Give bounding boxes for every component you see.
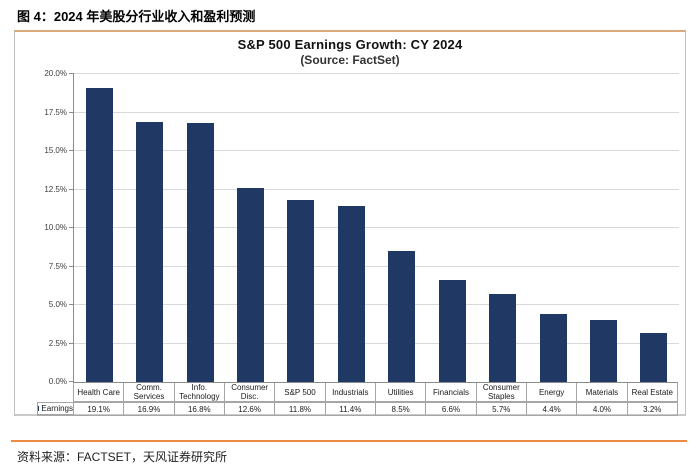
gridline (74, 304, 679, 305)
earnings-bar (489, 294, 517, 382)
category-label-cell: S&P 500 (274, 383, 324, 401)
category-label-cell: Comm. Services (123, 383, 173, 401)
gridline (74, 188, 679, 190)
earnings-value-cell: 19.1% (73, 402, 124, 415)
y-axis-tick-mark (69, 111, 74, 113)
legend-earnings-swatch-icon (38, 406, 40, 411)
category-label-cell: Financials (425, 383, 475, 401)
bar-column (528, 74, 578, 382)
category-label-cell: Utilities (374, 383, 425, 401)
chart-container: S&P 500 Earnings Growth: CY 2024 (Source… (14, 30, 686, 416)
bar-column (326, 74, 376, 382)
earnings-value-cell: 5.7% (475, 402, 526, 415)
y-axis-tick-mark (69, 381, 74, 382)
earnings-value-cell: 11.8% (274, 402, 325, 415)
earnings-bar (287, 200, 315, 382)
category-label-cell: Energy (525, 383, 576, 401)
earnings-bar (640, 332, 668, 382)
earnings-value-cell: 4.0% (576, 402, 627, 415)
category-label-cell: Industrials (324, 383, 375, 401)
bar-column (276, 74, 326, 382)
earnings-bar (438, 280, 466, 382)
earnings-bar (539, 314, 567, 382)
y-axis-tick-label: 12.5% (44, 184, 67, 194)
bar-column (629, 74, 679, 382)
y-axis-tick-mark (69, 150, 74, 151)
y-axis-tick-label: 5.0% (48, 300, 67, 309)
y-axis-tick-mark (69, 227, 74, 228)
bar-column (225, 74, 275, 382)
bars-row (74, 74, 679, 382)
earnings-bar (589, 320, 617, 382)
earnings-bar (236, 187, 264, 382)
earnings-value-cell: 11.4% (324, 402, 375, 415)
category-label-cell: Health Care (73, 383, 123, 401)
earnings-value-cell: 12.6% (223, 402, 275, 415)
bar-column (74, 74, 124, 382)
category-label-cell: Consumer Disc. (223, 383, 274, 401)
figure-caption: 图 4：2024 年美股分行业收入和盈利预测 (17, 9, 256, 24)
gridline (74, 342, 679, 344)
y-axis-tick-label: 20.0% (44, 69, 67, 78)
earnings-value-cell: 6.6% (425, 402, 476, 415)
bar-column (477, 74, 527, 382)
category-label-cell: Materials (576, 383, 626, 401)
chart-subtitle: (Source: FactSet) (300, 53, 400, 67)
bar-column (377, 74, 427, 382)
category-label-cell: Consumer Staples (475, 383, 526, 401)
gridline (74, 150, 679, 151)
gridline (74, 73, 679, 74)
y-axis-tick-label: 2.5% (48, 338, 67, 348)
y-axis-tick-mark (69, 342, 74, 344)
legend-cell: Earnings (37, 402, 73, 415)
source-divider-rule (11, 440, 687, 442)
earnings-value-cell: 4.4% (525, 402, 577, 415)
bar-column (124, 74, 174, 382)
y-axis-tick-mark (69, 188, 74, 190)
bar-column (427, 74, 477, 382)
earnings-bar (337, 206, 365, 382)
earnings-value-cell: 16.9% (123, 402, 174, 415)
earnings-value-cell: 8.5% (374, 402, 426, 415)
earnings-bar (85, 87, 113, 382)
y-axis-tick-mark (69, 265, 74, 267)
legend-earnings-label: Earnings (41, 404, 73, 413)
earnings-bar (388, 251, 416, 382)
earnings-value-cell: 16.8% (173, 402, 224, 415)
earnings-bar (136, 121, 164, 382)
data-table-value-row: Earnings 19.1% 16.9% 16.8% 12.6% 11.8% 11.4% 8… (37, 402, 678, 416)
y-axis-tick-mark (69, 73, 74, 74)
y-axis-tick-label: 10.0% (44, 223, 67, 232)
chart-title: S&P 500 Earnings Growth: CY 2024 (237, 37, 463, 52)
earnings-bar (186, 123, 214, 382)
category-label-cell: Info. Technology (173, 383, 224, 401)
data-table-category-row: Health Care Comm. Services Info. Technolog… (73, 382, 678, 402)
plot-area (69, 73, 679, 382)
gridline (74, 265, 679, 267)
earnings-value-cell: 3.2% (626, 402, 677, 415)
y-axis-tick-label: 7.5% (48, 261, 67, 271)
category-label-cell: Real Estate (626, 383, 677, 401)
y-axis-tick-mark (69, 304, 74, 305)
y-axis-tick-label: 0.0% (48, 377, 67, 386)
y-axis-tick-label: 17.5% (44, 107, 67, 117)
bar-column (175, 74, 225, 382)
y-axis-tick-label: 15.0% (44, 146, 67, 155)
source-note: 资料来源：FACTSET，天风证券研究所 (17, 450, 228, 464)
bar-column (578, 74, 628, 382)
gridline (74, 111, 679, 113)
gridline (74, 227, 679, 228)
